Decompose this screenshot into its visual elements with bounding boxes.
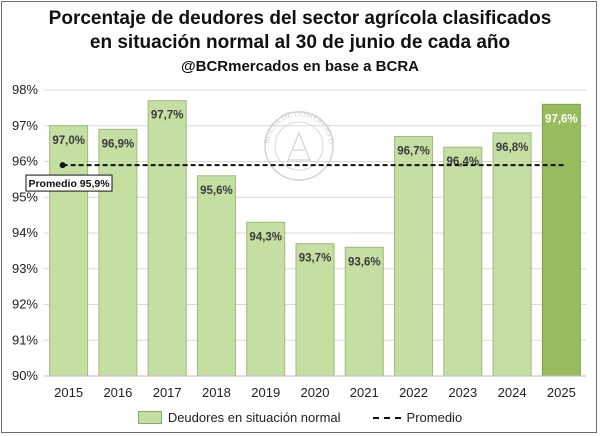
data-label-2022: 96,7% — [397, 145, 430, 157]
legend-swatch-average — [372, 416, 401, 419]
data-label-2016: 96,9% — [102, 138, 135, 150]
y-tick-label: 93% — [12, 261, 38, 276]
data-label-2018: 95,6% — [200, 185, 233, 197]
data-label-2015: 97,0% — [52, 135, 85, 147]
y-tick-label: 95% — [12, 189, 38, 204]
bar-2025 — [541, 103, 581, 377]
chart-subtitle: @BCRmercados en base a BCRA — [180, 58, 420, 75]
legend-swatch-bars — [137, 411, 162, 424]
average-marker — [59, 162, 66, 169]
data-label-2023: 96,4% — [447, 156, 480, 168]
y-tick-label: 92% — [12, 297, 38, 312]
x-tick-label: 2022 — [399, 385, 428, 400]
average-label-box — [25, 174, 113, 192]
x-tick-label: 2023 — [448, 385, 477, 400]
bar-series: 97,0% 96,9% 97,7% 95,6% 94,3% 93,7% 93,6% 96,7%… — [49, 100, 581, 377]
y-tick-label: 96% — [12, 154, 38, 169]
x-tick-label: 2025 — [547, 385, 576, 400]
average-line-group: Promedio 95,9% — [25, 162, 566, 192]
y-tick-label: 98% — [12, 82, 38, 97]
data-label-2021: 93,6% — [348, 256, 381, 268]
x-axis: 2015 2016 2017 2018 2019 2020 2021 2022 2023 2024… — [44, 375, 586, 400]
y-tick-label: 90% — [12, 368, 38, 383]
x-tick-label: 2024 — [498, 385, 527, 400]
x-tick-label: 2015 — [54, 385, 83, 400]
y-axis: 90% 91% 92% 93% 94% 95% 96% 97% 98% — [12, 82, 38, 383]
legend: Deudores en situación normal Promedio — [0, 410, 600, 425]
legend-label-average: Promedio — [406, 410, 463, 425]
bar-2018 — [196, 175, 236, 377]
x-tick-label: 2016 — [103, 385, 132, 400]
bar-2017 — [147, 100, 187, 377]
bar-2019 — [246, 221, 286, 377]
bar-2022 — [394, 135, 434, 377]
x-tick-label: 2020 — [301, 385, 330, 400]
chart-title: Porcentaje de deudores del sector agríco… — [48, 8, 552, 29]
chart-title-line2: en situación normal al 30 de junio de ca… — [89, 32, 511, 53]
bar-2016 — [98, 128, 138, 377]
bar-2023 — [443, 146, 483, 377]
data-label-2025: 97,6% — [545, 113, 578, 125]
x-tick-label: 2021 — [350, 385, 379, 400]
y-tick-label: 91% — [12, 332, 38, 347]
y-tick-label: 94% — [12, 225, 38, 240]
x-tick-label: 2018 — [202, 385, 231, 400]
data-label-2017: 97,7% — [151, 110, 184, 122]
bar-2021 — [344, 246, 384, 377]
x-tick-label: 2017 — [153, 385, 182, 400]
bar-2024 — [492, 132, 532, 377]
bar-2020 — [295, 243, 335, 377]
data-label-2020: 93,7% — [299, 253, 332, 265]
average-label: Promedio 95,9% — [28, 178, 110, 190]
data-label-2019: 94,3% — [249, 231, 282, 243]
bar-2015 — [49, 125, 89, 377]
x-tick-label: 2019 — [251, 385, 280, 400]
data-label-2024: 96,8% — [496, 142, 529, 154]
y-tick-label: 97% — [12, 118, 38, 133]
legend-label-bars: Deudores en situación normal — [167, 410, 341, 425]
